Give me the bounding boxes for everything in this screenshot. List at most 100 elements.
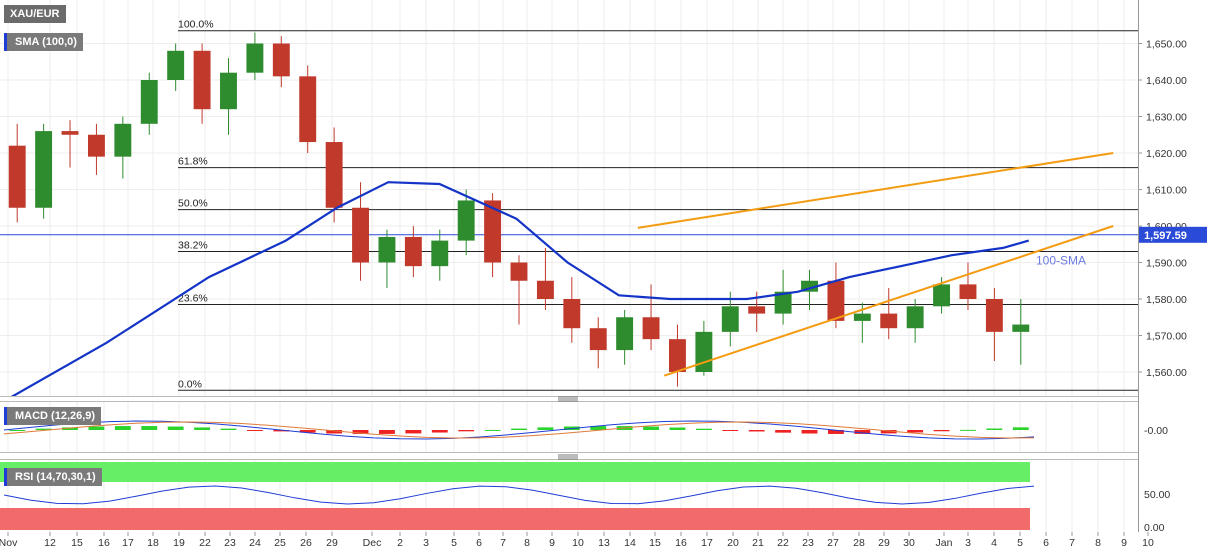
x-tick-label: Nov [0, 537, 18, 549]
symbol-label: XAU/EUR [4, 5, 66, 23]
y-tick-label: 1,650.00 [1146, 39, 1187, 51]
candle-body [193, 50, 211, 110]
x-tick-label: 8 [524, 537, 530, 549]
x-tick-label: 15 [649, 537, 661, 549]
macd-histogram-bar [379, 430, 395, 434]
macd-histogram-bar [880, 430, 897, 434]
x-tick-label: 17 [122, 537, 134, 549]
y-tick-label: 1,580.00 [1146, 294, 1187, 306]
x-tick-label: 2 [397, 537, 403, 549]
rsi-oversold-zone [0, 508, 1030, 530]
x-tick-label: 16 [98, 537, 110, 549]
x-tick-label: 23 [802, 537, 814, 549]
macd-histogram-bar [273, 430, 290, 432]
macd-histogram-bar [114, 426, 131, 430]
macd-histogram-bar [458, 430, 475, 432]
rsi-tick-label: 50.00 [1144, 489, 1170, 501]
macd-histogram-bar [643, 426, 659, 430]
candle-body [827, 280, 845, 321]
x-tick-label: 30 [903, 537, 915, 549]
x-tick-label: 19 [173, 537, 185, 549]
rsi-indicator-label[interactable]: RSI (14,70,30,1) [4, 468, 102, 486]
x-tick-label: 6 [1043, 537, 1049, 549]
candle-body [801, 280, 818, 292]
macd-histogram-bar [854, 430, 871, 434]
candle-body [457, 200, 475, 241]
candle-body [35, 131, 53, 208]
x-tick-label: 25 [274, 537, 286, 549]
macd-signal-line [3, 421, 1035, 439]
macd-histogram-bar [537, 427, 554, 430]
macd-histogram-bar [484, 429, 501, 431]
y-tick-label: 1,640.00 [1146, 75, 1187, 87]
candle-body [114, 123, 132, 157]
candle-body [484, 200, 502, 263]
x-tick-label: 17 [701, 537, 713, 549]
candle-body [933, 284, 951, 307]
x-tick-label: 29 [326, 537, 338, 549]
x-tick-label: 28 [853, 537, 865, 549]
macd-histogram-bar [220, 428, 237, 430]
x-tick-label: Jan [936, 537, 953, 549]
macd-histogram-bar [35, 428, 52, 430]
macd-indicator-label[interactable]: MACD (12,26,9) [4, 407, 102, 425]
macd-histogram-bar [722, 430, 739, 431]
fib-level-label: 0.0% [178, 378, 202, 390]
macd-histogram-bar [194, 427, 210, 430]
macd-tick-label: -0.00 [1144, 425, 1168, 437]
candle-body [404, 236, 422, 267]
x-tick-label: 10 [1142, 537, 1154, 549]
y-tick-label: 1,570.00 [1146, 331, 1187, 343]
candle-body [8, 145, 26, 208]
macd-histogram-bar [9, 430, 26, 431]
x-tick-label: 9 [1121, 537, 1127, 549]
fib-level-label: 50.0% [178, 198, 208, 210]
x-tick-label: 20 [727, 537, 739, 549]
fib-level-label: 23.6% [178, 292, 208, 304]
candle-body [669, 339, 686, 372]
x-tick-label: 15 [71, 537, 83, 549]
x-tick-label: 24 [249, 537, 261, 549]
macd-histogram-bar [801, 430, 818, 434]
sma-indicator-label[interactable]: SMA (100,0) [4, 33, 83, 51]
macd-histogram-bar [748, 430, 765, 432]
candle-body [959, 284, 977, 299]
x-tick-label: 3 [965, 537, 971, 549]
candle-body [378, 236, 396, 263]
y-tick-label: 1,630.00 [1146, 112, 1187, 124]
macd-histogram-bar [405, 430, 422, 434]
macd-histogram-bar [246, 430, 263, 431]
candle-body [616, 317, 634, 351]
x-tick-label: 13 [598, 537, 610, 549]
x-tick-label: 26 [300, 537, 312, 549]
x-tick-label: 18 [147, 537, 159, 549]
x-tick-label: 29 [878, 537, 890, 549]
macd-histogram-bar [933, 430, 950, 432]
main-pane-bg [0, 0, 1138, 396]
fib-level-label: 100.0% [178, 19, 214, 31]
macd-histogram-bar [907, 430, 924, 433]
sma-100-label: 100-SMA [1036, 253, 1086, 267]
x-tick-label: 6 [476, 537, 482, 549]
x-tick-label: 5 [451, 537, 457, 549]
x-tick-label: 16 [675, 537, 687, 549]
x-tick-label: 5 [1017, 537, 1023, 549]
candle-body [589, 328, 607, 351]
x-tick-label: 9 [549, 537, 555, 549]
x-tick-label: 14 [624, 537, 636, 549]
candle-body [167, 50, 185, 80]
candle-body [853, 313, 871, 321]
candle-body [906, 306, 924, 329]
rsi-line [3, 485, 1035, 505]
candle-body [721, 306, 739, 332]
x-tick-label: 7 [500, 537, 506, 549]
x-tick-label: Dec [363, 537, 382, 549]
x-tick-label: 4 [991, 537, 997, 549]
fib-level-label: 61.8% [178, 156, 208, 168]
candle-body [431, 240, 449, 267]
candle-body [1012, 324, 1030, 332]
macd-histogram-bar [986, 428, 1003, 430]
x-tick-label: 8 [1095, 537, 1101, 549]
x-tick-label: 23 [224, 537, 236, 549]
